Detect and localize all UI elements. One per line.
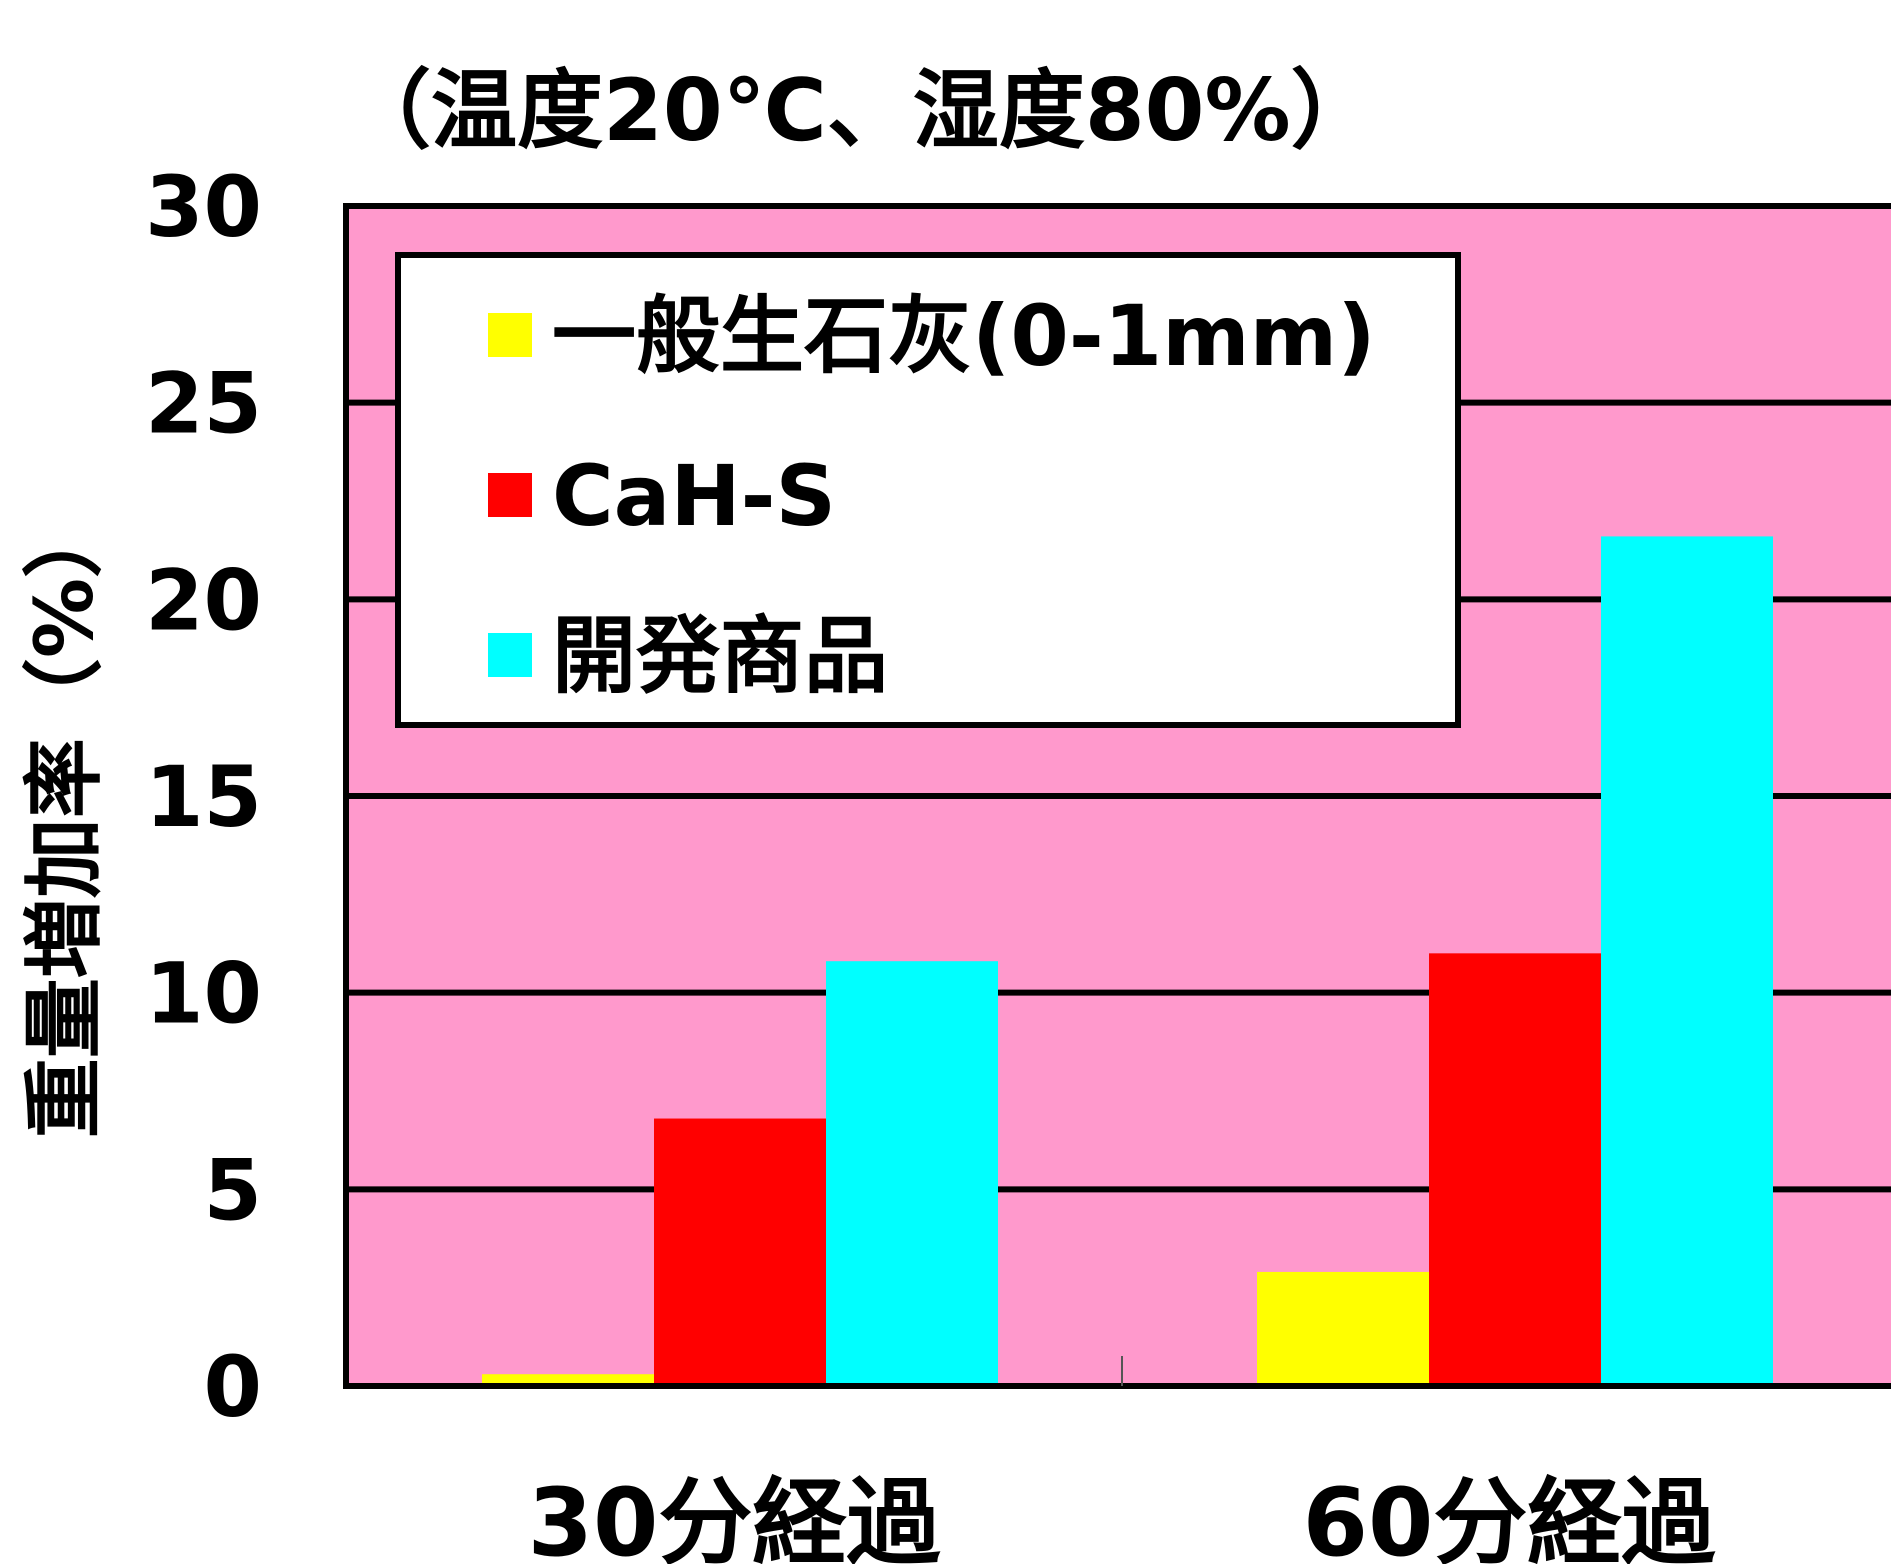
bar — [826, 961, 998, 1386]
legend: 一般生石灰(0-1mm) CaH-S 開発商品 — [395, 252, 1461, 728]
bar — [654, 1118, 826, 1386]
y-tick-label: 30 — [145, 158, 262, 256]
y-axis-label: 重量増加率（%） — [18, 498, 111, 1138]
chart-title: （温度20℃、湿度80%） — [345, 61, 1377, 161]
bars — [482, 536, 1773, 1386]
bar — [1429, 953, 1601, 1386]
y-tick-label: 20 — [145, 551, 262, 649]
x-tick-labels: 30分経過 60分経過 — [528, 1469, 1717, 1564]
x-tick-label: 60分経過 — [1303, 1469, 1717, 1564]
axes — [343, 203, 1891, 1389]
y-tick-label: 15 — [145, 748, 262, 846]
legend-box — [395, 252, 1461, 728]
legend-label: 開発商品 — [552, 607, 888, 705]
y-tick-label: 5 — [204, 1141, 262, 1239]
y-tick-label: 10 — [145, 945, 262, 1043]
y-tick-label: 25 — [145, 355, 262, 453]
bar — [482, 1374, 654, 1386]
bar — [1257, 1271, 1429, 1386]
bar — [1601, 536, 1773, 1386]
legend-label: 一般生石灰(0-1mm) — [552, 287, 1376, 385]
x-tick-label: 30分経過 — [528, 1469, 942, 1564]
legend-label: CaH-S — [552, 447, 836, 545]
legend-swatch — [488, 313, 532, 357]
y-tick-label: 0 — [204, 1338, 262, 1436]
legend-swatch — [488, 473, 532, 517]
y-tick-labels: 0 5 10 15 20 25 30 — [145, 158, 262, 1436]
legend-swatch — [488, 633, 532, 677]
